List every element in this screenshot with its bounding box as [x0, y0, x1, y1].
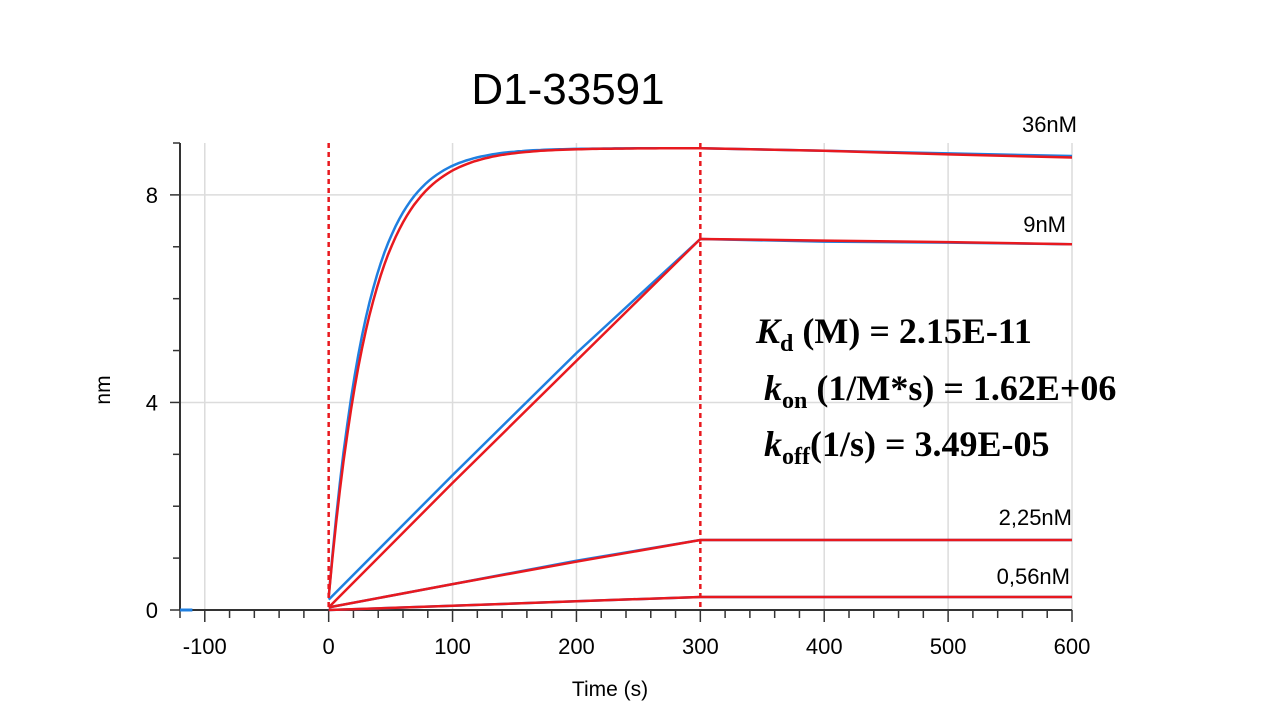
- reference-lines: [327, 143, 702, 610]
- measured-line: [327, 237, 1073, 601]
- y-axis-title: nm: [92, 375, 115, 404]
- tick-marks: -100 0 100 200 300 400 500 600 0 4 8: [146, 142, 1091, 659]
- kon-symbol: k: [764, 368, 782, 408]
- y-tick-label: 4: [146, 390, 158, 415]
- koff-annotation: koff(1/s) = 3.49E-05: [764, 424, 1050, 470]
- chart-title: D1-33591: [471, 65, 664, 114]
- x-tick-label: 100: [434, 634, 471, 659]
- koff-symbol: k: [764, 424, 782, 464]
- kinetic-constants: Kd (M) = 2.15E-11 kon (1/M*s) = 1.62E+06…: [755, 311, 1116, 470]
- y-tick-label: 8: [146, 183, 158, 208]
- series-labels: 36nM 9nM 2,25nM 0,56nM: [997, 112, 1077, 589]
- x-tick-label: 500: [930, 634, 967, 659]
- series-label: 2,25nM: [999, 505, 1072, 530]
- kon-subscript: on: [782, 388, 807, 414]
- series-label: 9nM: [1023, 212, 1066, 237]
- kd-subscript: d: [780, 331, 794, 357]
- fit-line: [327, 146, 1073, 598]
- gridlines: [180, 143, 1073, 610]
- x-tick-label: 200: [558, 634, 595, 659]
- koff-value: (1/s) = 3.49E-05: [810, 424, 1050, 464]
- series-label: 36nM: [1022, 112, 1077, 137]
- fit-line: [327, 237, 1073, 609]
- series-label: 0,56nM: [997, 564, 1070, 589]
- x-tick-label: 400: [806, 634, 843, 659]
- kd-annotation: Kd (M) = 2.15E-11: [755, 311, 1032, 357]
- kon-annotation: kon (1/M*s) = 1.62E+06: [764, 368, 1116, 414]
- x-tick-label: 300: [682, 634, 719, 659]
- koff-subscript: off: [782, 444, 811, 470]
- x-tick-label: 600: [1054, 634, 1091, 659]
- kon-value: (1/M*s) = 1.62E+06: [807, 368, 1116, 408]
- kd-symbol: K: [755, 311, 783, 351]
- x-tick-label: -100: [183, 634, 227, 659]
- kd-value: (M) = 2.15E-11: [793, 311, 1031, 351]
- x-axis-title: Time (s): [572, 678, 648, 701]
- y-tick-label: 0: [146, 598, 158, 623]
- x-tick-label: 0: [323, 634, 335, 659]
